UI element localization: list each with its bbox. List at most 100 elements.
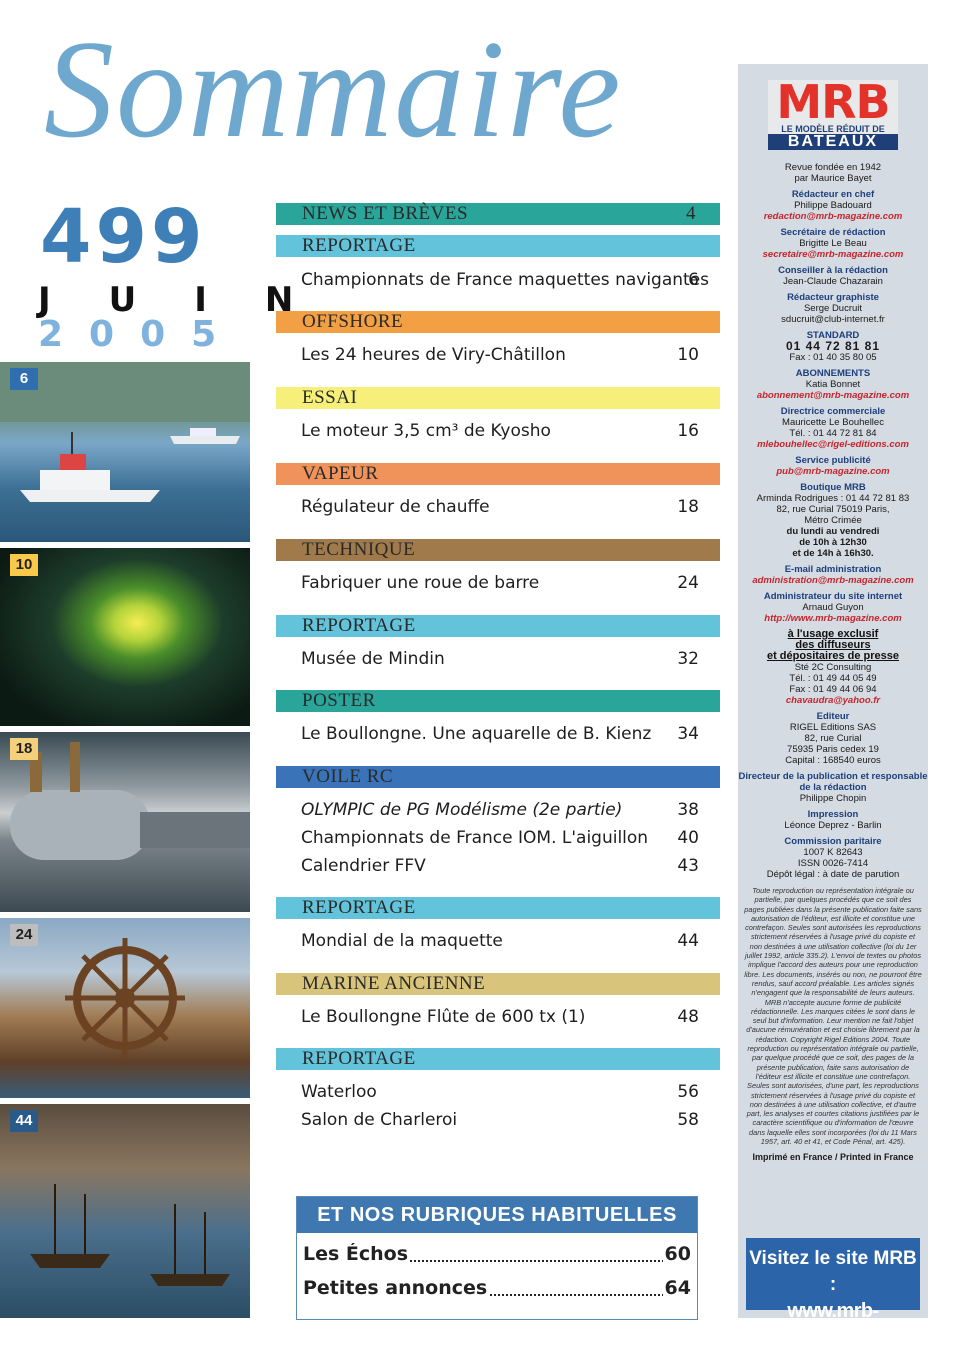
block-bold-line: de 10h à 12h30 xyxy=(799,537,867,548)
block-email: pub@mrb-magazine.com xyxy=(776,466,890,477)
page-title: Sommaire xyxy=(44,12,623,167)
block-heading: E-mail administration xyxy=(784,564,882,575)
block-line: Jean-Claude Chazarain xyxy=(783,276,883,287)
block-underline: des diffuseurs xyxy=(795,639,871,651)
block-heading: Directrice commerciale xyxy=(780,406,886,417)
rubriques-heading: ET NOS RUBRIQUES HABITUELLES xyxy=(297,1197,697,1233)
block-heading: Rédacteur graphiste xyxy=(787,292,879,303)
block-line: Fax : 01 49 44 06 94 xyxy=(789,684,877,695)
block-line: Brigitte Le Beau xyxy=(799,238,867,249)
masthead-block: à l'usage exclusif des diffuseurs et dépos… xyxy=(738,628,928,707)
block-heading: Conseiller à la rédaction xyxy=(778,265,888,276)
masthead-block: Commission paritaire 1007 K 82643 ISSN 002… xyxy=(738,836,928,880)
block-email: abonnement@mrb-magazine.com xyxy=(756,390,910,401)
mrb-logo: MRB LE MODÈLE RÉDUIT DE BATEAUX xyxy=(768,75,898,150)
section-reportage[interactable]: REPORTAGE xyxy=(276,897,720,919)
masthead-block: Administrateur du site internet Arnaud Gu… xyxy=(738,591,928,624)
photo-galleons: 44 xyxy=(0,1104,250,1318)
masthead-block: Directrice commerciale Mauricette Le Bouh… xyxy=(738,406,928,450)
rubriques-box: ET NOS RUBRIQUES HABITUELLES Les Échos 60… xyxy=(296,1196,698,1320)
masthead-text: Revue fondée en 1942 par Maurice Bayet Réd… xyxy=(738,162,928,1163)
printed-in-france: Imprimé en France / Printed in France xyxy=(752,1152,914,1163)
section-voile-rc[interactable]: VOILE RC xyxy=(276,766,720,788)
photo-offshore: 10 xyxy=(0,548,250,726)
page-badge: 24 xyxy=(10,924,38,946)
issue-year: 2005 xyxy=(38,314,243,355)
page-badge: 6 xyxy=(10,368,38,390)
masthead-block: Boutique MRB Arminda Rodrigues : 01 44 72… xyxy=(738,482,928,559)
section-label: REPORTAGE xyxy=(302,235,416,256)
block-bold-line: et de 14h à 16h30. xyxy=(792,548,874,559)
masthead-block: Directeur de la publication et responsab… xyxy=(738,771,928,804)
masthead-block: Impression Léonce Deprez - Barlin xyxy=(738,809,928,831)
photo-ship-wheel: 24 xyxy=(0,918,250,1098)
block-email: redaction@mrb-magazine.com xyxy=(763,211,903,222)
photo-steam-engine: 18 xyxy=(0,732,250,912)
block-line: Serge Ducruit xyxy=(803,303,863,314)
rubrique-entry[interactable]: Les Échos 60 xyxy=(303,1243,691,1265)
rubrique-entry[interactable]: Petites annonces 64 xyxy=(303,1277,691,1299)
section-label: OFFSHORE xyxy=(302,311,404,332)
block-heading: Secrétaire de rédaction xyxy=(780,227,886,238)
masthead-block: E-mail administration administration@mrb-… xyxy=(738,564,928,586)
block-line: 75935 Paris cedex 19 xyxy=(787,744,879,755)
visit-site-banner[interactable]: Visitez le site MRB : www.mrb-magazine.c… xyxy=(746,1238,920,1348)
page-badge: 44 xyxy=(10,1110,38,1132)
section-reportage[interactable]: REPORTAGE xyxy=(276,615,720,637)
block-email: chavaudra@yahoo.fr xyxy=(785,695,881,706)
block-line: Dépôt légal : à date de parution xyxy=(766,869,900,880)
section-page: 4 xyxy=(686,203,696,224)
block-line: Sté 2C Consulting xyxy=(794,662,872,673)
block-heading: Editeur xyxy=(816,711,850,722)
section-label: MARINE ANCIENNE xyxy=(302,973,486,994)
block-line: Fax : 01 40 35 80 05 xyxy=(789,352,877,363)
section-reportage[interactable]: REPORTAGE xyxy=(276,235,720,257)
block-bold-line: du lundi au vendredi xyxy=(786,526,880,537)
section-offshore[interactable]: OFFSHORE xyxy=(276,311,720,333)
block-line: Tél. : 01 49 44 05 49 xyxy=(789,673,877,684)
masthead-block: STANDARD 01 44 72 81 81 Fax : 01 40 35 80 … xyxy=(738,330,928,363)
block-line: sducruit@club-internet.fr xyxy=(781,314,885,325)
section-marine-ancienne[interactable]: MARINE ANCIENNE xyxy=(276,973,720,995)
section-reportage[interactable]: REPORTAGE xyxy=(276,1048,720,1070)
block-line: Arnaud Guyon xyxy=(802,602,864,613)
founded-line: Revue fondée en 1942 xyxy=(784,162,882,173)
block-line: ISSN 0026-7414 xyxy=(797,858,869,869)
section-poster[interactable]: POSTER xyxy=(276,690,720,712)
block-line: Léonce Deprez - Barlin xyxy=(784,820,882,831)
block-line: 1007 K 82643 xyxy=(803,847,863,858)
block-email: administration@mrb-magazine.com xyxy=(752,575,914,586)
masthead-block: Rédacteur graphiste Serge Ducruit sducruit… xyxy=(738,292,928,325)
block-heading: Rédacteur en chef xyxy=(791,189,875,200)
block-line: Mauricette Le Bouhellec xyxy=(782,417,884,428)
section-label: NEWS ET BRÈVES xyxy=(302,203,469,224)
block-underline: et dépositaires de presse xyxy=(766,650,900,662)
masthead-block: ABONNEMENTS Katia Bonnet abonnement@mrb-ma… xyxy=(738,368,928,401)
section-technique[interactable]: TECHNIQUE xyxy=(276,539,720,561)
section-label: VAPEUR xyxy=(302,463,379,484)
founder-line: par Maurice Bayet xyxy=(794,173,872,184)
issue-number: 499 xyxy=(40,194,207,280)
section-label: REPORTAGE xyxy=(302,615,416,636)
masthead-block: Rédacteur en chef Philippe Badouard redact… xyxy=(738,189,928,222)
block-underline: à l'usage exclusif xyxy=(787,628,879,640)
section-essai[interactable]: ESSAI xyxy=(276,387,720,409)
section-vapeur[interactable]: VAPEUR xyxy=(276,463,720,485)
block-email: secretaire@mrb-magazine.com xyxy=(762,249,904,260)
section-label: TECHNIQUE xyxy=(302,539,416,560)
block-line: RIGEL Editions SAS xyxy=(789,722,877,733)
legal-notice: Toute reproduction ou représentation int… xyxy=(744,886,922,1147)
masthead-block: Conseiller à la rédaction Jean-Claude Cha… xyxy=(738,265,928,287)
block-line: Katia Bonnet xyxy=(805,379,861,390)
section-news[interactable]: NEWS ET BRÈVES 4 xyxy=(276,203,720,225)
block-line: Philippe Badouard xyxy=(794,200,872,211)
masthead-block: Secrétaire de rédaction Brigitte Le Beau s… xyxy=(738,227,928,260)
galleon-illustration xyxy=(30,1184,230,1286)
issue-month: JUIN xyxy=(38,280,352,320)
block-heading: Impression xyxy=(807,809,859,820)
masthead: MRB LE MODÈLE RÉDUIT DE BATEAUX Revue fo… xyxy=(738,64,928,1348)
masthead-block: Editeur RIGEL Editions SAS 82, rue Curial 7… xyxy=(738,711,928,766)
block-line: 82, rue Curial xyxy=(804,733,862,744)
block-heading: Service publicité xyxy=(795,455,871,466)
block-line: Arminda Rodrigues : 01 44 72 81 83 xyxy=(756,493,910,504)
